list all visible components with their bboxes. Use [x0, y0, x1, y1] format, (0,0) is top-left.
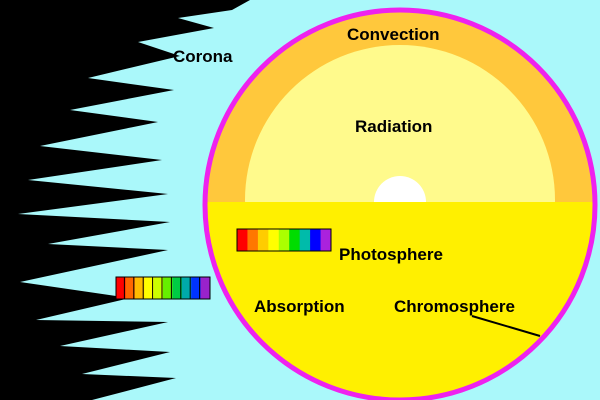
spectrum-band [134, 277, 145, 299]
spectrum-band [299, 229, 311, 251]
spectrum-band [144, 277, 155, 299]
photosphere-label: Photosphere [339, 245, 443, 264]
spectrum-band [310, 229, 322, 251]
spectrum-band [268, 229, 280, 251]
corona-label: Corona [173, 47, 233, 66]
chromosphere-leader-line [471, 315, 541, 337]
spectrum-band [200, 277, 211, 299]
spectrum-band [172, 277, 183, 299]
sun-limb [202, 7, 598, 400]
absorption-spectrum [115, 276, 211, 300]
spectrum-band [191, 277, 202, 299]
spectrum-band [125, 277, 136, 299]
spectrum-band [247, 229, 259, 251]
spectrum-band [320, 229, 332, 251]
spectrum-band [181, 277, 192, 299]
spectrum-border [236, 228, 332, 252]
spectrum-band [163, 277, 173, 299]
absorption-label: Absorption [254, 297, 345, 316]
spectrum-band [278, 229, 290, 251]
convection-label: Convection [347, 25, 440, 44]
spectrum-band [116, 277, 126, 299]
spectrum-band [257, 229, 269, 251]
radiation-label: Radiation [355, 117, 432, 136]
spectrum-band [153, 277, 164, 299]
spectrum-band [289, 229, 301, 251]
spectrum-band [237, 229, 248, 251]
continuous-spectrum [236, 228, 332, 252]
chromosphere-label: Chromosphere [394, 297, 515, 316]
spectrum-border [115, 276, 211, 300]
